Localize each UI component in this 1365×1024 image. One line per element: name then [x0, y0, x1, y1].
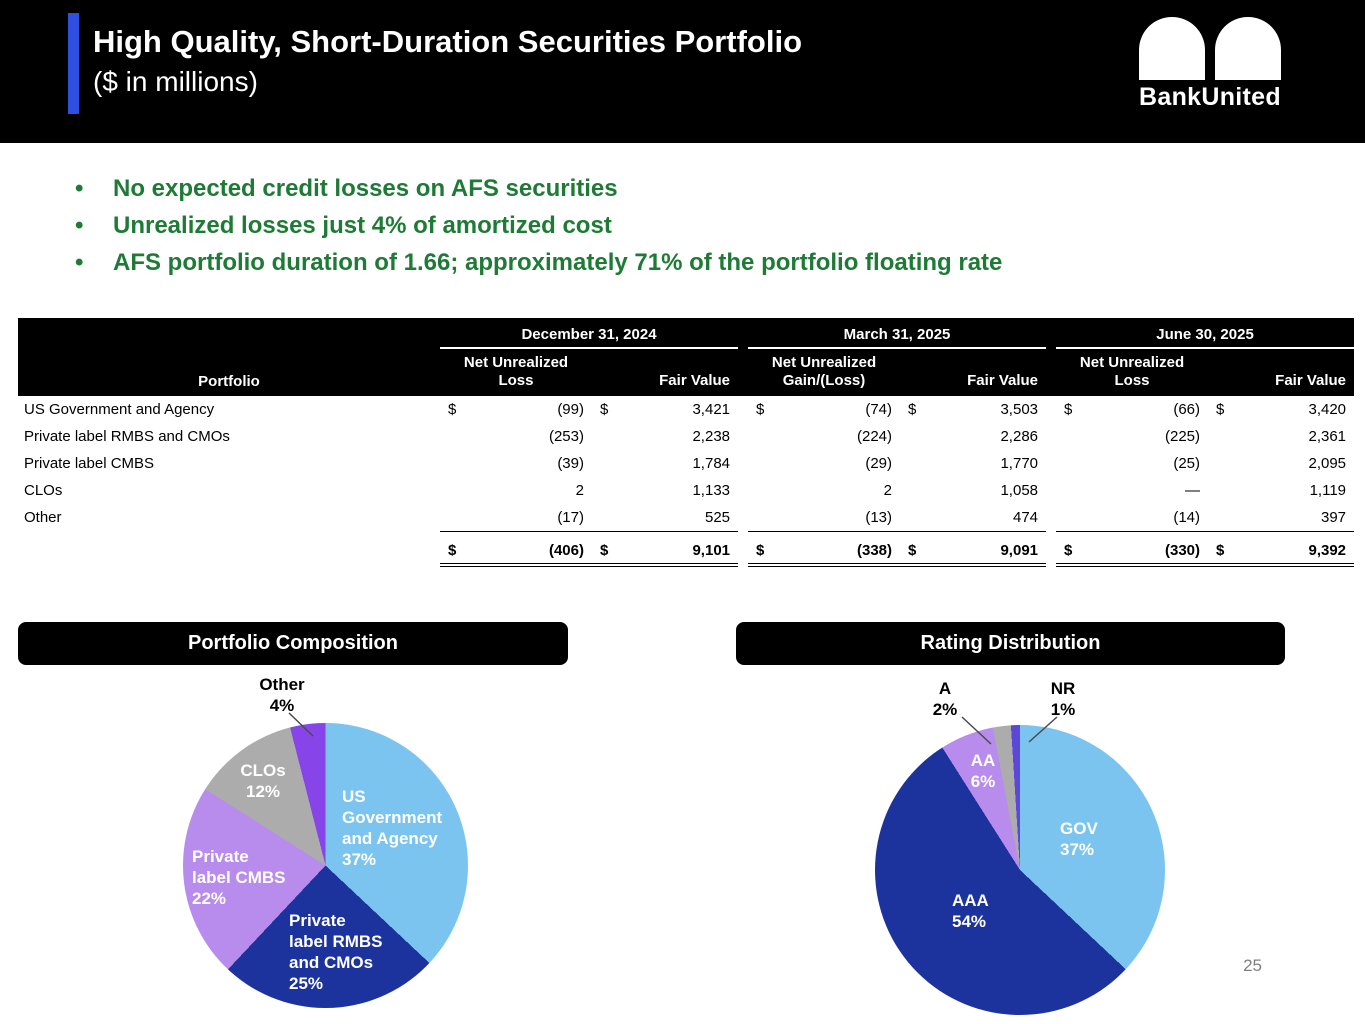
table-cell: $9,392 — [1208, 531, 1355, 567]
bullet-text: No expected credit losses on AFS securit… — [113, 175, 618, 202]
col-group-mar-2025: March 31, 2025 — [748, 318, 1047, 349]
table-row: Private label CMBS (39) 1,784 (29) 1,770… — [18, 450, 1354, 477]
header-bar: High Quality, Short-Duration Securities … — [0, 0, 1365, 143]
table-cell: $3,420 — [1216, 401, 1347, 418]
table-cell: $3,421 — [600, 401, 731, 418]
col-net-unrealized-loss-3: Net Unrealized Loss — [1079, 354, 1185, 389]
page-subtitle: ($ in millions) — [93, 66, 258, 97]
rating-distribution-pie — [875, 725, 1165, 1015]
bullet-icon: • — [75, 175, 84, 202]
pie-label-clos: CLOs 12% — [240, 761, 286, 801]
table-row: US Government and Agency $ (99) $3,421 $(… — [18, 396, 1354, 423]
securities-table: December 31, 2024 March 31, 2025 June 30… — [18, 318, 1355, 567]
composition-chart-title: Portfolio Composition — [18, 622, 568, 665]
table-total-row: $ (406) $9,101 $ (338) $9,091 $ (330) $9,39… — [18, 531, 1355, 567]
page-title: High Quality, Short-Duration Securities … — [93, 24, 803, 59]
col-fair-value-2: Fair Value — [967, 372, 1039, 389]
bullet-text: Unrealized losses just 4% of amortized c… — [113, 212, 612, 239]
table-cell: 2,095 — [1308, 455, 1347, 472]
row-label: Private label CMBS — [24, 455, 155, 472]
pie-label-rmbs: Private label RMBS and CMOs 25% — [289, 911, 383, 993]
page-number: 25 — [1243, 956, 1262, 975]
col-net-unrealized-loss-1: Net Unrealized Loss — [463, 354, 569, 389]
pie-label-aaa: AAA 54% — [952, 891, 989, 931]
rating-chart-title: Rating Distribution — [736, 622, 1285, 665]
table-cell: 2 — [883, 482, 893, 499]
table-cell: 1,119 — [1309, 482, 1347, 499]
securities-table-container: December 31, 2024 March 31, 2025 June 30… — [18, 318, 1355, 567]
table-cell: $9,101 — [592, 531, 739, 567]
table-cell: 2 — [575, 482, 584, 499]
bullet-icon: • — [75, 212, 84, 239]
pie-label-other: Other 4% — [259, 675, 305, 715]
col-group-jun-2025: June 30, 2025 — [1056, 318, 1355, 349]
table-cell: — — [1185, 482, 1201, 499]
table-cell: $ (66) — [1064, 401, 1201, 418]
table-cell: (225) — [1164, 428, 1201, 445]
row-label: Other — [24, 509, 62, 526]
pie-label-a: A 2% — [932, 679, 958, 719]
table-cell: (13) — [748, 504, 901, 532]
row-label: US Government and Agency — [24, 401, 215, 418]
table-row: CLOs 2 1,133 2 1,058 — 1,119 — [18, 477, 1354, 504]
pie-label-nr: NR 1% — [1050, 679, 1076, 719]
col-group-dec-2024: December 31, 2024 — [440, 318, 739, 349]
table-date-row: December 31, 2024 March 31, 2025 June 30… — [18, 318, 1355, 349]
table-cell: $9,091 — [900, 531, 1047, 567]
col-fair-value-3: Fair Value — [1275, 372, 1347, 389]
col-net-unrealized-gain-loss-2: Net Unrealized Gain/(Loss) — [771, 354, 877, 389]
table-row: Other (17) 525 (13) 474 (14) 397 — [18, 504, 1355, 532]
arches-icon — [1135, 16, 1285, 80]
table-cell: $3,503 — [908, 401, 1039, 418]
col-fair-value-1: Fair Value — [659, 372, 731, 389]
col-portfolio: Portfolio — [198, 373, 260, 390]
table-cell: 1,784 — [692, 455, 731, 472]
table-cell: $ (406) — [440, 531, 592, 567]
pie-label-cmbs: Private label CMBS 22% — [192, 847, 286, 908]
table-cell: 2,361 — [1308, 428, 1347, 445]
table-cell: (14) — [1056, 504, 1209, 532]
portfolio-composition-pie — [183, 723, 468, 1008]
bankunited-logo: BankUnited — [1135, 16, 1285, 112]
bullet-list: • No expected credit losses on AFS secur… — [75, 170, 1002, 281]
row-label: CLOs — [24, 482, 63, 499]
table-cell: 397 — [1208, 504, 1355, 532]
table-cell: 474 — [900, 504, 1047, 532]
bullet-item: • No expected credit losses on AFS secur… — [75, 170, 1002, 207]
table-cell: (29) — [865, 455, 893, 472]
table-cell: (253) — [548, 428, 584, 445]
bullet-item: • Unrealized losses just 4% of amortized… — [75, 207, 1002, 244]
bullet-icon: • — [75, 249, 84, 276]
table-cell: 2,238 — [692, 428, 731, 445]
table-cell: $ (99) — [448, 401, 584, 418]
table-cell: $ (330) — [1056, 531, 1209, 567]
pie-label-us-gov: US Government and Agency 37% — [342, 787, 443, 869]
table-cell: 2,286 — [1000, 428, 1039, 445]
table-cell: $ (338) — [748, 531, 901, 567]
table-cell: (17) — [440, 504, 592, 532]
bullet-text: AFS portfolio duration of 1.66; approxim… — [113, 249, 1003, 276]
table-row: Private label RMBS and CMOs (253) 2,238 … — [18, 423, 1354, 450]
pie-label-gov: GOV 37% — [1060, 819, 1098, 859]
table-subheader-row: Portfolio Net Unrealized Loss Fair Value… — [18, 348, 1355, 396]
table-cell: (39) — [557, 455, 584, 472]
accent-bar — [68, 13, 79, 114]
table-cell: (224) — [856, 428, 893, 445]
table-cell: (25) — [1173, 455, 1201, 472]
row-label: Private label RMBS and CMOs — [24, 428, 230, 445]
table-cell: 525 — [592, 504, 739, 532]
logo-text: BankUnited — [1139, 83, 1281, 111]
table-cell: 1,058 — [1000, 482, 1039, 499]
pie-label-aa: AA 6% — [970, 751, 996, 791]
table-cell: 1,133 — [692, 482, 731, 499]
table-cell: $ (74) — [756, 401, 893, 418]
bullet-item: • AFS portfolio duration of 1.66; approx… — [75, 244, 1002, 281]
table-cell: 1,770 — [1000, 455, 1039, 472]
